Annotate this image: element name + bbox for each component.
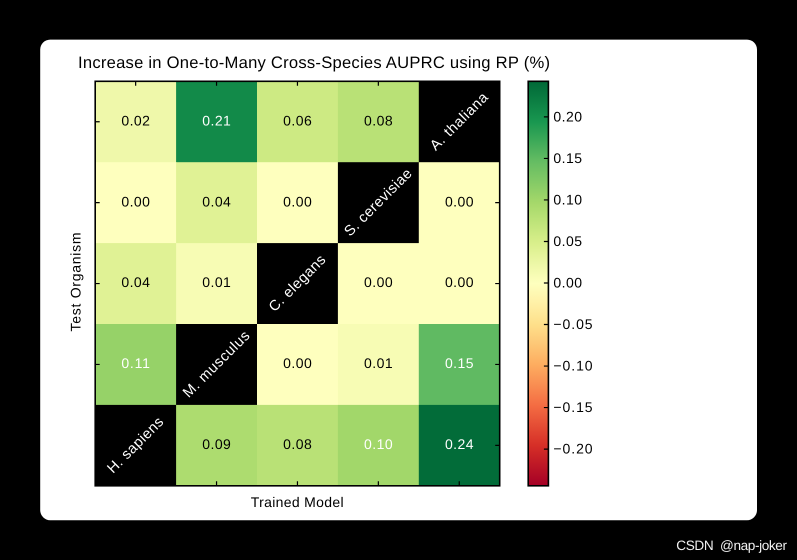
svg-text:0.09: 0.09 (202, 436, 231, 452)
svg-text:0.00: 0.00 (364, 274, 393, 290)
svg-text:Test Organism: Test Organism (68, 233, 84, 332)
svg-text:−0.05: −0.05 (553, 316, 592, 332)
svg-text:0.01: 0.01 (202, 274, 231, 290)
svg-text:0.00: 0.00 (553, 275, 582, 291)
svg-text:0.24: 0.24 (445, 436, 474, 452)
svg-text:0.20: 0.20 (553, 109, 582, 125)
svg-text:CSDN @nap-joker: CSDN @nap-joker (676, 538, 787, 553)
svg-text:0.08: 0.08 (364, 112, 393, 128)
svg-text:−0.10: −0.10 (553, 358, 592, 374)
svg-text:0.10: 0.10 (553, 192, 582, 208)
svg-text:0.06: 0.06 (283, 112, 312, 128)
svg-text:0.01: 0.01 (364, 355, 393, 371)
svg-text:0.08: 0.08 (283, 436, 312, 452)
svg-text:Trained Model: Trained Model (251, 494, 344, 510)
svg-text:0.21: 0.21 (202, 112, 231, 128)
svg-text:0.10: 0.10 (364, 436, 393, 452)
svg-text:0.04: 0.04 (121, 274, 150, 290)
svg-text:−0.15: −0.15 (553, 399, 592, 415)
svg-text:0.15: 0.15 (445, 355, 474, 371)
svg-text:Increase in One-to-Many Cross-: Increase in One-to-Many Cross-Species AU… (78, 53, 550, 72)
svg-text:−0.20: −0.20 (553, 441, 592, 457)
svg-text:0.05: 0.05 (553, 233, 582, 249)
svg-text:0.00: 0.00 (283, 355, 312, 371)
svg-text:0.04: 0.04 (202, 193, 231, 209)
svg-text:0.00: 0.00 (445, 193, 474, 209)
svg-text:0.00: 0.00 (445, 274, 474, 290)
svg-text:0.00: 0.00 (121, 193, 150, 209)
svg-text:0.00: 0.00 (283, 193, 312, 209)
svg-text:0.11: 0.11 (121, 355, 150, 371)
svg-text:0.02: 0.02 (121, 112, 150, 128)
svg-text:0.15: 0.15 (553, 150, 582, 166)
